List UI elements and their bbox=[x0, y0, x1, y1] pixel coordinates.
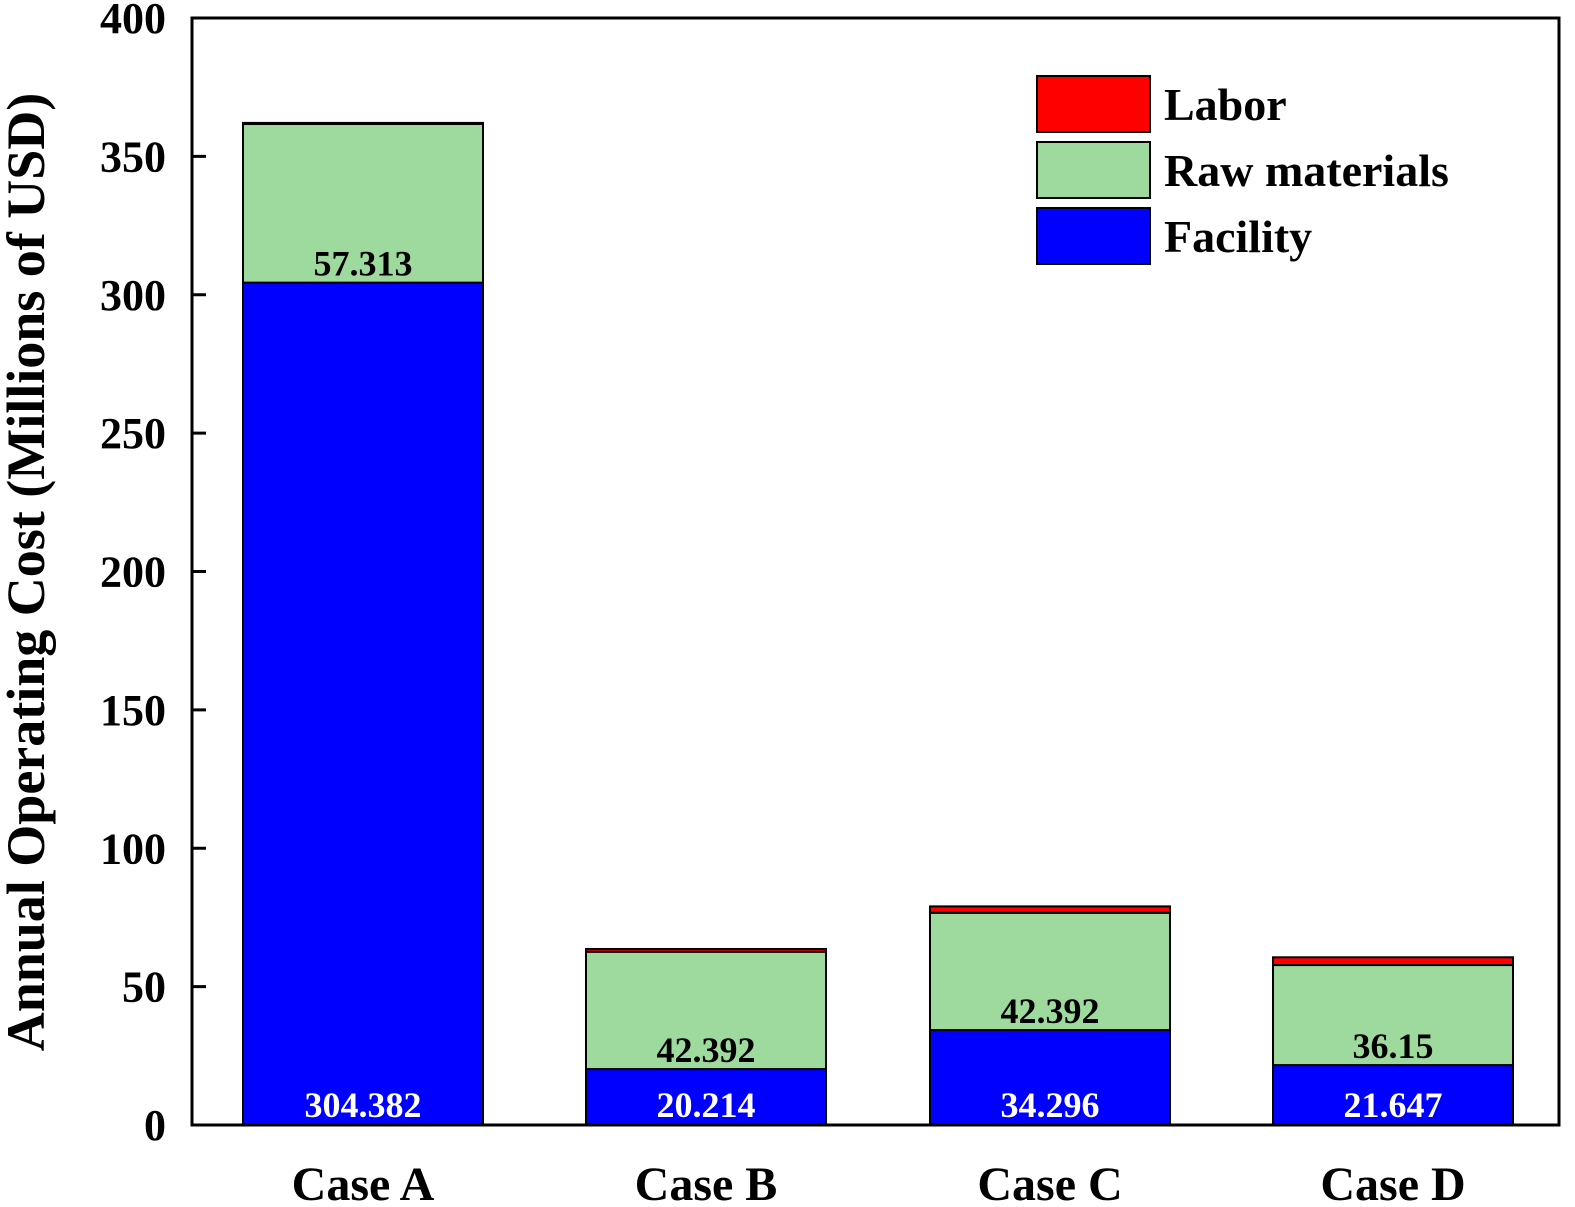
y-tick-label: 50 bbox=[122, 963, 166, 1012]
y-axis-ticks: 0 50 100 150 200 250 300 350 400 bbox=[100, 0, 206, 1150]
plot-area-frame bbox=[190, 16, 1561, 1127]
bar-value-label: 42.392 bbox=[657, 1030, 756, 1070]
bar-segment-labor bbox=[1272, 956, 1514, 967]
y-tick-label: 150 bbox=[100, 686, 166, 735]
bar-segment-labor bbox=[929, 905, 1171, 914]
bar-segment-labor bbox=[585, 947, 827, 953]
legend-label: Labor bbox=[1164, 79, 1287, 130]
bar-value-label: 34.296 bbox=[1001, 1085, 1100, 1125]
y-axis-label: Annual Operating Cost (Millions of USD) bbox=[0, 93, 56, 1052]
bar-value-label: 42.392 bbox=[1001, 991, 1100, 1031]
legend-label: Facility bbox=[1164, 211, 1312, 262]
x-tick-label: Case C bbox=[977, 1158, 1122, 1207]
bar-value-label: 20.214 bbox=[657, 1085, 756, 1125]
bar-value-label: 36.15 bbox=[1353, 1026, 1434, 1066]
bar-segment-facility bbox=[1272, 1064, 1514, 1126]
legend-swatch bbox=[1036, 75, 1151, 133]
bar-segment-raw-materials bbox=[242, 123, 484, 284]
bar-segment-facility bbox=[242, 281, 484, 1126]
bar-segment-labor bbox=[242, 121, 484, 126]
y-tick-label: 350 bbox=[100, 132, 166, 181]
bar-value-labels: 304.382 57.313 20.214 42.392 34.296 42.392 21.… bbox=[305, 244, 1443, 1125]
x-tick-label: Case B bbox=[635, 1158, 778, 1207]
bar-value-label: 304.382 bbox=[305, 1085, 422, 1125]
x-tick-label: Case A bbox=[292, 1158, 435, 1207]
y-tick-label: 400 bbox=[100, 0, 166, 43]
y-tick-label: 100 bbox=[100, 824, 166, 873]
legend-label: Raw materials bbox=[1164, 145, 1449, 196]
legend-swatch bbox=[1036, 207, 1151, 265]
bars-group bbox=[242, 121, 1514, 1126]
legend-swatch bbox=[1036, 141, 1151, 199]
bar-segment-raw-materials bbox=[929, 911, 1171, 1032]
bar-value-label: 21.647 bbox=[1344, 1085, 1443, 1125]
bar-segment-raw-materials bbox=[585, 950, 827, 1071]
x-axis-tick-labels: Case A Case B Case C Case D bbox=[292, 1158, 1466, 1207]
bar-value-label: 57.313 bbox=[314, 244, 413, 284]
y-tick-label: 200 bbox=[100, 548, 166, 597]
y-tick-label: 0 bbox=[144, 1101, 166, 1150]
y-tick-label: 250 bbox=[100, 409, 166, 458]
x-tick-label: Case D bbox=[1320, 1158, 1465, 1207]
legend: Labor Raw materials Facility bbox=[1036, 75, 1449, 265]
y-tick-label: 300 bbox=[100, 271, 166, 320]
